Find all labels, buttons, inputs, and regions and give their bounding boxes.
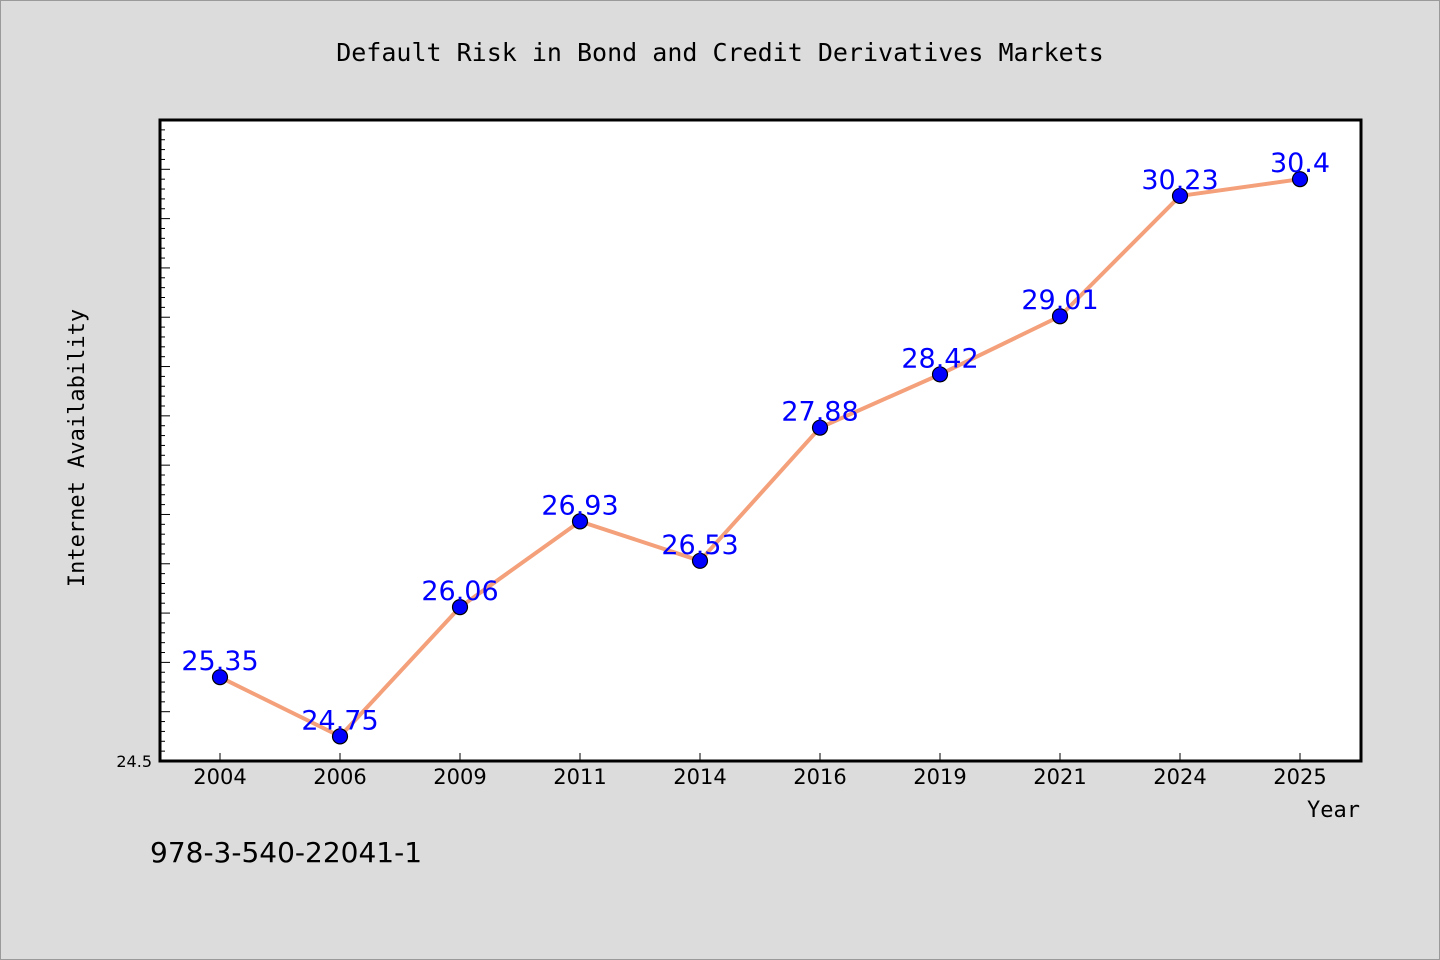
x-tick-label: 2019	[913, 765, 966, 789]
y-axis-ticks	[160, 119, 170, 762]
x-tick-label: 2021	[1033, 765, 1086, 789]
plot-area	[158, 118, 1363, 763]
data-point	[931, 366, 949, 383]
x-tick-label: 2016	[793, 765, 846, 789]
data-labels: 25.35 24.75 26.06 26.93 26.53 27.88 28.42 29.01…	[181, 148, 1330, 736]
footer-text: 978-3-540-22041-1	[150, 836, 422, 869]
data-point	[211, 669, 229, 686]
data-point	[1051, 308, 1069, 325]
data-label: 28.42	[901, 343, 978, 374]
x-tick-label: 2004	[193, 765, 246, 789]
data-point	[811, 419, 829, 436]
x-tick-label: 2006	[313, 765, 366, 789]
x-tick-label: 2014	[673, 765, 726, 789]
data-label: 26.06	[421, 576, 498, 607]
x-tick-label: 2011	[553, 765, 606, 789]
y-axis-label: Internet Availability	[65, 309, 90, 587]
x-tick-label: 2024	[1153, 765, 1206, 789]
data-point	[1291, 171, 1309, 188]
data-point	[451, 599, 469, 616]
x-tick-labels: 2004 2006 2009 2011 2014 2016 2019 2021 2024 2025	[193, 765, 1326, 789]
data-point	[1171, 187, 1189, 205]
series-line	[218, 177, 1302, 739]
data-markers	[211, 171, 1309, 745]
data-label: 30.23	[1141, 165, 1218, 196]
data-label: 26.93	[541, 490, 618, 521]
data-point	[691, 552, 709, 569]
data-label: 26.53	[661, 530, 738, 561]
data-point	[331, 728, 349, 745]
x-axis-ticks	[219, 753, 1301, 761]
data-point	[571, 513, 589, 530]
x-tick-label: 2025	[1273, 765, 1326, 789]
data-label: 24.75	[301, 705, 378, 736]
chart-title: Default Risk in Bond and Credit Derivati…	[336, 38, 1104, 67]
data-label: 30.4	[1270, 148, 1330, 179]
x-axis-label: Year	[1307, 798, 1360, 823]
data-label: 29.01	[1021, 285, 1098, 316]
x-tick-label: 2009	[433, 765, 486, 789]
data-label: 25.35	[181, 646, 258, 677]
y-tick-label: 24.5	[116, 752, 152, 771]
data-label: 27.88	[781, 397, 858, 428]
